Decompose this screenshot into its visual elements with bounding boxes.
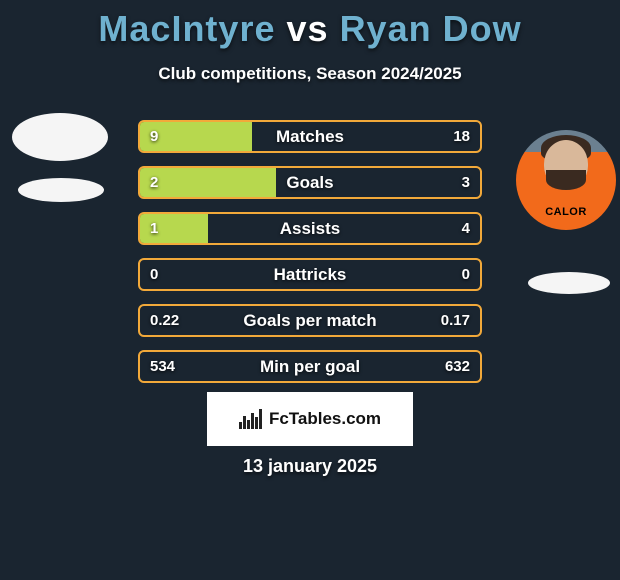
- bar-label: Hattricks: [140, 260, 480, 289]
- title: MacIntyre vs Ryan Dow: [0, 0, 620, 50]
- subtitle: Club competitions, Season 2024/2025: [0, 64, 620, 84]
- bar-label: Assists: [140, 214, 480, 243]
- player1-avatar-placeholder: [12, 113, 108, 161]
- stat-row: 0.220.17Goals per match: [138, 304, 482, 337]
- player2-shadow: [528, 272, 610, 294]
- stat-row: 918Matches: [138, 120, 482, 153]
- stat-row: 14Assists: [138, 212, 482, 245]
- bar-label: Min per goal: [140, 352, 480, 381]
- date-text: 13 january 2025: [0, 456, 620, 477]
- player2-name: Ryan Dow: [340, 8, 522, 49]
- player1-name: MacIntyre: [98, 8, 275, 49]
- badge-text: FcTables.com: [269, 409, 381, 429]
- bars-icon: [239, 409, 263, 429]
- bar-label: Goals per match: [140, 306, 480, 335]
- avatar-beard: [546, 170, 586, 190]
- player2-avatar: CALOR: [516, 130, 616, 230]
- source-badge: FcTables.com: [207, 392, 413, 446]
- vs-text: vs: [287, 8, 329, 49]
- stat-row: 00Hattricks: [138, 258, 482, 291]
- stat-bars: 918Matches 23Goals 14Assists 00Hattricks 0.2…: [138, 120, 482, 396]
- avatar-shirt-text: CALOR: [516, 206, 616, 218]
- bar-label: Goals: [140, 168, 480, 197]
- stat-row: 23Goals: [138, 166, 482, 199]
- stat-row: 534632Min per goal: [138, 350, 482, 383]
- player1-shadow: [18, 178, 104, 202]
- bar-label: Matches: [140, 122, 480, 151]
